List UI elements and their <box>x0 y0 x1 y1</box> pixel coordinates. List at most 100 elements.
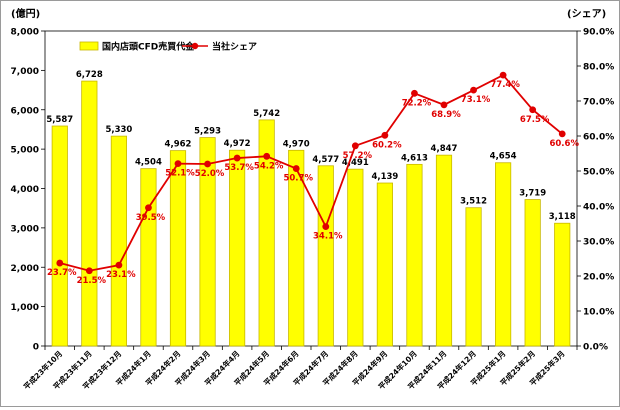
bar <box>406 163 423 347</box>
share-marker <box>440 101 448 109</box>
right-axis-tick-label: 70.0% <box>583 98 614 108</box>
share-value-label: 23.1% <box>106 270 136 280</box>
share-marker <box>174 160 182 168</box>
left-axis-tick-label: 5,000 <box>11 146 39 156</box>
share-marker <box>263 152 271 160</box>
bar <box>435 154 453 347</box>
share-marker <box>322 223 330 231</box>
bar-value-label: 5,330 <box>105 125 132 135</box>
share-marker <box>115 261 123 269</box>
bar-value-label: 5,587 <box>46 115 73 125</box>
plot-area: 0 1,000 2,000 3,000 4,000 5,000 6,000 7,000 8,00… <box>11 28 615 392</box>
share-value-label: 39.5% <box>136 213 166 223</box>
bar-value-label: 4,654 <box>490 152 517 162</box>
share-value-label: 72.2% <box>402 98 432 108</box>
right-axis-tick-label: 30.0% <box>583 238 614 248</box>
right-axis-tick-label: 80.0% <box>583 63 614 73</box>
bar <box>465 207 482 347</box>
share-marker <box>233 154 241 162</box>
legend-label-bar: 国内店頭CFD売買代金 <box>102 41 195 53</box>
bar-value-label: 4,847 <box>431 144 458 154</box>
left-axis-tick-label: 6,000 <box>11 106 39 116</box>
legend-swatch-bar <box>79 41 99 51</box>
bar-value-label: 6,728 <box>76 70 103 80</box>
bar <box>51 125 68 347</box>
bar-value-label: 4,491 <box>342 158 369 168</box>
bar-value-label: 4,504 <box>135 158 162 168</box>
right-axis-unit: (シェア) <box>567 8 606 20</box>
bar <box>229 149 246 347</box>
right-axis-tick-label: 0.0% <box>583 343 608 353</box>
share-value-label: 68.9% <box>431 110 461 120</box>
bar <box>169 150 187 347</box>
bar <box>554 222 571 347</box>
share-value-label: 23.7% <box>47 268 77 278</box>
share-marker <box>411 89 418 97</box>
share-value-label: 54.2% <box>254 161 284 171</box>
bar-value-label: 4,972 <box>224 139 251 149</box>
bar <box>110 135 127 347</box>
share-line <box>59 73 563 272</box>
right-axis-tick-label: 10.0% <box>583 308 614 318</box>
share-value-label: 53.7% <box>224 163 254 173</box>
bar <box>376 182 393 347</box>
right-axis-tick-label: 40.0% <box>583 203 614 213</box>
share-marker <box>499 71 507 79</box>
left-axis-tick-label: 1,000 <box>11 303 39 313</box>
bar-value-label: 4,970 <box>283 139 310 149</box>
share-marker <box>558 130 566 138</box>
share-value-label: 50.7% <box>283 174 313 184</box>
bar <box>81 80 98 347</box>
left-axis-tick-label: 8,000 <box>11 28 39 38</box>
bar <box>199 137 216 347</box>
bar-value-label: 4,577 <box>312 155 339 165</box>
bar <box>524 199 541 347</box>
right-axis-tick-label: 20.0% <box>583 273 614 283</box>
share-marker <box>56 259 64 267</box>
share-value-label: 60.2% <box>372 140 402 150</box>
share-value-label: 73.1% <box>461 95 491 105</box>
share-value-label: 52.0% <box>195 169 225 179</box>
share-marker <box>470 86 477 94</box>
right-axis-tick-label: 90.0% <box>583 28 614 38</box>
bar-value-label: 5,293 <box>194 127 221 137</box>
bar-value-label: 5,742 <box>253 109 280 119</box>
bar <box>258 119 275 347</box>
share-value-label: 60.6% <box>549 139 579 149</box>
share-marker <box>85 267 93 275</box>
share-value-label: 57.2% <box>343 151 373 161</box>
left-axis-tick-label: 7,000 <box>11 67 39 77</box>
share-marker <box>381 131 389 139</box>
bar <box>288 149 305 347</box>
bar <box>495 162 512 347</box>
share-marker <box>351 142 359 150</box>
share-marker <box>529 106 537 114</box>
share-value-label: 52.1% <box>165 169 195 179</box>
legend-swatch-marker <box>191 42 199 50</box>
bar-value-label: 4,613 <box>401 153 428 163</box>
legend-label-line: 当社シェア <box>212 41 257 53</box>
bar-value-label: 3,719 <box>519 189 546 199</box>
left-axis-tick-label: 2,000 <box>11 264 39 274</box>
left-axis-tick-label: 4,000 <box>11 185 39 195</box>
legend: 国内店頭CFD売買代金 当社シェア <box>79 41 257 53</box>
bar <box>140 168 157 347</box>
bar-value-label: 3,512 <box>460 197 487 207</box>
share-marker <box>204 160 211 168</box>
right-axis-tick-label: 50.0% <box>583 168 614 178</box>
left-axis-tick-label: 3,000 <box>11 224 39 234</box>
bar <box>347 168 364 347</box>
left-axis-unit: (億円) <box>11 7 40 20</box>
share-value-label: 21.5% <box>77 276 107 286</box>
bar-value-label: 3,118 <box>549 212 576 222</box>
share-value-label: 77.4% <box>490 80 520 90</box>
bar-value-label: 4,139 <box>371 172 398 182</box>
bar <box>317 165 334 347</box>
share-marker <box>292 165 300 172</box>
left-axis-tick-label: 0 <box>33 343 39 353</box>
share-marker <box>145 204 152 212</box>
share-value-label: 67.5% <box>520 115 550 125</box>
right-axis-tick-label: 60.0% <box>583 133 614 143</box>
